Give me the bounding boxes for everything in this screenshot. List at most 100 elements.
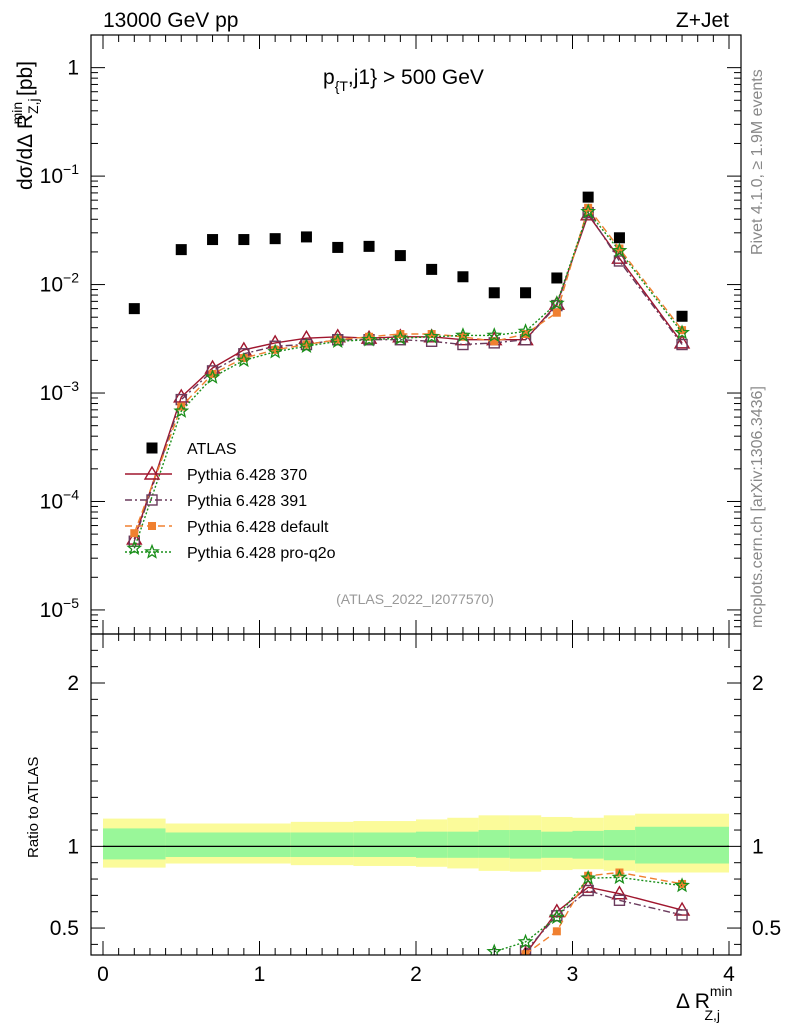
ratio-band-inner-segment	[447, 831, 479, 858]
y-tick-label-exp: −3	[63, 378, 79, 394]
x-label-pre: Δ R	[676, 990, 710, 1013]
ratio-y-tick-label: 1	[67, 835, 79, 858]
data-point-default	[177, 402, 186, 411]
y-tick-label-exp: −4	[63, 486, 79, 502]
legend-label-proq2o: Pythia 6.428 pro-q2o	[187, 545, 336, 562]
y-tick-label-base: 10	[40, 599, 63, 622]
data-point-atlas	[394, 250, 406, 262]
ratio-band-inner-segment	[603, 830, 636, 861]
data-point-proq2o	[361, 331, 377, 347]
data-point-default	[458, 332, 467, 341]
data-point-atlas	[332, 241, 344, 253]
ratio-point-default	[552, 927, 561, 936]
data-point-proq2o	[455, 327, 471, 343]
data-point-atlas	[457, 271, 469, 283]
ratio-point-proq2o	[548, 909, 565, 925]
cut-label-pre: p	[323, 66, 335, 89]
data-point-proq2o	[423, 328, 440, 344]
ratio-point-p391	[676, 909, 688, 921]
ratio-band	[103, 813, 729, 873]
y-label-sub: Z,j	[25, 98, 41, 114]
data-point-atlas	[582, 191, 594, 203]
y-axis-main-label: dσ/dΔ RZ,jmin [pb]	[9, 61, 41, 190]
y-tick-label-exp: −5	[63, 595, 79, 611]
data-point-default	[130, 529, 139, 538]
data-point-proq2o	[580, 203, 597, 219]
series-line-p391	[133, 211, 683, 542]
ratio-y-tick-label-right: 1	[752, 835, 764, 858]
data-point-default	[552, 308, 561, 317]
data-point-proq2o	[611, 242, 628, 258]
x-tick-label: 0	[97, 963, 109, 986]
data-point-atlas	[520, 287, 532, 299]
data-point-default	[427, 330, 436, 339]
legend-label-p391: Pythia 6.428 391	[187, 493, 307, 510]
data-point-proq2o	[126, 540, 143, 556]
y-tick-label: 10−2	[40, 270, 80, 297]
x-tick-label: 3	[567, 963, 579, 986]
ratio-point-proq2o	[674, 877, 690, 893]
y-tick-label-base: 10	[40, 274, 63, 297]
y-label-pre: dσ/dΔ R	[14, 114, 37, 190]
ratio-point-p391	[582, 884, 594, 897]
legend-label-atlas: ATLAS	[187, 441, 237, 458]
series-line-proq2o	[133, 210, 683, 549]
data-point-atlas	[207, 234, 219, 246]
data-point-default	[615, 244, 624, 253]
ratio-frame	[90, 633, 742, 956]
cut-label: p{T,j1} > 500 GeV	[323, 66, 484, 94]
legend-label-p370: Pythia 6.428 370	[187, 467, 307, 484]
cut-label-sub: {T	[335, 78, 349, 94]
data-point-proq2o	[548, 295, 565, 311]
x-label-sub: Z,j	[704, 1007, 720, 1023]
ratio-point-default	[678, 879, 687, 888]
analysis-id: (ATLAS_2022_I2077570)	[336, 591, 494, 607]
ratio-band-inner-segment	[541, 831, 573, 858]
y-tick-label-base: 10	[40, 490, 63, 513]
ratio-line-proq2o	[494, 876, 683, 953]
ratio-point-proq2o	[580, 869, 597, 885]
data-point-atlas	[426, 263, 438, 275]
data-point-atlas	[175, 244, 187, 256]
data-point-proq2o	[204, 368, 221, 384]
ratio-band-inner-segment	[165, 832, 260, 857]
axes: 0 1 2 3 410−510−410−310−210−110.5 0.51 12 2	[40, 34, 781, 986]
data-point-p391	[676, 338, 688, 351]
data-point-p370	[611, 249, 628, 264]
ratio-series	[486, 868, 691, 955]
data-point-proq2o	[298, 337, 315, 353]
data-point-atlas	[551, 272, 563, 284]
data-point-atlas	[300, 231, 312, 243]
data-point-default	[302, 340, 311, 349]
y-tick-label-exp: −2	[63, 270, 79, 286]
data-point-atlas	[676, 310, 688, 322]
ratio-band-inner-segment	[353, 832, 416, 857]
ratio-y-tick-label: 0.5	[50, 917, 79, 940]
ratio-band-inner-segment	[416, 831, 448, 858]
legend-marker-p370	[143, 465, 161, 480]
y-tick-label: 10−5	[40, 595, 80, 622]
ratio-y-tick-label-right: 0.5	[752, 917, 781, 940]
data-point-p370	[126, 530, 143, 545]
ratio-band-inner-segment	[290, 832, 354, 857]
x-label-sup: min	[710, 983, 733, 999]
legend: ATLAS Pythia 6.428 370 Pythia 6.428 391 Pyt…	[125, 441, 336, 562]
ratio-line-p370	[524, 886, 683, 955]
ratio-point-proq2o	[611, 869, 628, 885]
data-point-default	[239, 354, 248, 363]
x-tick-label: 1	[254, 963, 266, 986]
legend-marker-default	[148, 522, 156, 530]
data-point-proq2o	[486, 327, 503, 343]
data-point-default	[271, 345, 280, 354]
data-point-p370	[673, 334, 691, 349]
ratio-point-p370	[579, 878, 597, 893]
ratio-point-p370	[611, 885, 628, 900]
data-point-atlas	[613, 232, 625, 244]
legend-marker-atlas	[146, 442, 158, 454]
header-left: 13000 GeV pp	[103, 9, 238, 32]
ratio-band-inner-segment	[509, 830, 542, 859]
ratio-point-p391	[613, 894, 626, 906]
data-point-atlas	[363, 240, 375, 252]
data-point-default	[490, 337, 499, 346]
